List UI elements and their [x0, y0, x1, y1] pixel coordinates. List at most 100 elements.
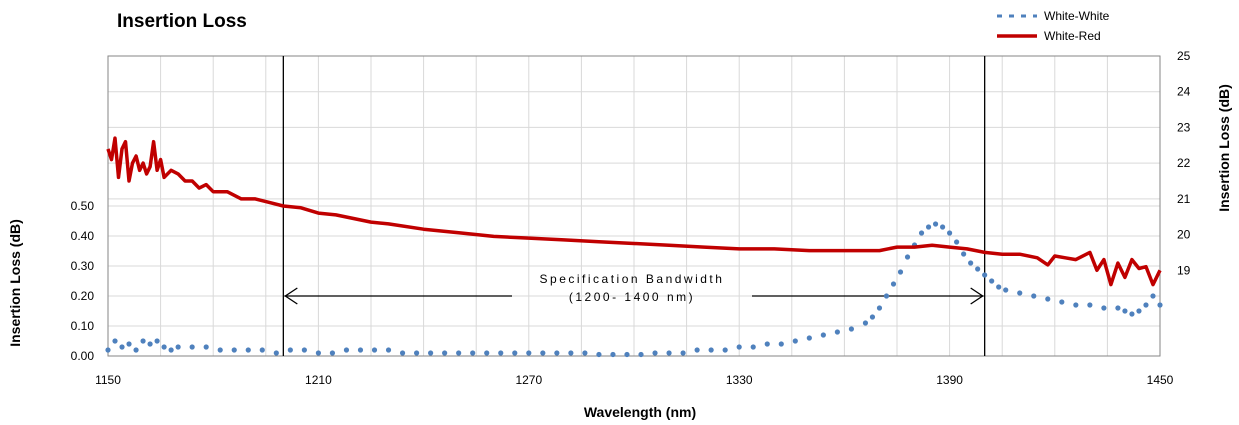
data-point-white-white [512, 350, 518, 356]
data-point-white-white [722, 347, 728, 353]
x-tick-label: 1150 [95, 373, 121, 387]
data-point-white-white [666, 350, 672, 356]
data-point-white-white [834, 329, 840, 335]
y-right-tick-label: 19 [1177, 263, 1191, 277]
data-point-white-white [161, 344, 167, 350]
data-point-white-white [961, 251, 967, 257]
x-tick-label: 1390 [936, 373, 963, 387]
data-point-white-white [203, 344, 209, 350]
annotation-spec-bandwidth: Specification Bandwidth [540, 272, 725, 286]
series-layer [105, 136, 1163, 358]
data-point-white-white [1101, 305, 1107, 311]
specification-bandwidth-markers [282, 56, 986, 356]
data-point-white-white [154, 338, 160, 344]
data-point-white-white [1031, 293, 1037, 299]
data-point-white-white [540, 350, 546, 356]
data-point-white-white [680, 350, 686, 356]
data-point-white-white [245, 347, 251, 353]
data-point-white-white [126, 341, 132, 347]
data-point-white-white [1122, 308, 1128, 314]
data-point-white-white [428, 350, 434, 356]
legend: White-White White-Red [997, 9, 1110, 43]
data-point-white-white [638, 351, 644, 358]
data-point-white-white [119, 344, 125, 350]
data-point-white-white [904, 254, 911, 260]
y-right-tick-label: 23 [1177, 120, 1191, 134]
data-point-white-white [140, 338, 146, 344]
x-tick-label: 1270 [515, 373, 542, 387]
annotation-spec-range: (1200- 1400 nm) [569, 290, 695, 304]
data-point-white-white [848, 326, 855, 332]
data-point-white-white [168, 347, 174, 353]
data-point-white-white [876, 305, 883, 311]
data-point-white-white [996, 284, 1002, 290]
data-point-white-white [175, 344, 181, 350]
data-point-white-white [217, 347, 223, 353]
data-point-white-white [105, 347, 111, 353]
y-axis-title-left: Insertion Loss (dB) [7, 219, 23, 347]
data-point-white-white [925, 224, 932, 230]
data-point-white-white [315, 350, 321, 356]
data-point-white-white [301, 347, 307, 353]
data-point-white-white [806, 335, 812, 341]
data-point-white-white [189, 344, 195, 350]
series-line-white-red [106, 136, 1162, 287]
data-point-white-white [939, 224, 946, 230]
data-point-white-white [1087, 302, 1093, 308]
data-point-white-white [975, 266, 981, 272]
axis-tick-labels: 1150 1210 1270 1330 1390 1450 0.00 0.10 0.20 0.30… [71, 49, 1191, 387]
data-point-white-white [652, 350, 658, 356]
data-point-white-white [1136, 308, 1142, 314]
data-point-white-white [778, 341, 784, 347]
data-point-white-white [147, 341, 153, 347]
data-point-white-white [610, 351, 616, 358]
legend-label-white-red: White-Red [1044, 29, 1101, 43]
y-right-tick-label: 20 [1177, 228, 1191, 242]
data-point-white-white [918, 230, 925, 236]
data-point-white-white [1045, 296, 1051, 302]
data-point-white-white [792, 338, 798, 344]
data-point-white-white [343, 347, 350, 353]
data-point-white-white [1129, 311, 1135, 317]
data-point-white-white [989, 278, 995, 284]
y-left-tick-label: 0.20 [71, 289, 95, 303]
data-point-white-white [484, 350, 490, 356]
data-point-white-white [442, 350, 448, 356]
x-axis-title: Wavelength (nm) [584, 404, 696, 420]
y-left-tick-label: 0.50 [71, 199, 95, 213]
data-point-white-white [1143, 302, 1149, 308]
data-point-white-white [112, 338, 118, 344]
data-point-white-white [1017, 290, 1023, 296]
data-point-white-white [371, 347, 378, 353]
data-point-white-white [399, 350, 406, 356]
y-axis-title-right: Insertion Loss (dB) [1216, 84, 1232, 212]
y-left-tick-label: 0.00 [71, 349, 95, 363]
data-point-white-white [568, 350, 574, 356]
data-point-white-white [413, 350, 420, 356]
x-tick-label: 1330 [726, 373, 753, 387]
y-left-tick-label: 0.30 [71, 259, 95, 273]
y-right-tick-label: 25 [1177, 49, 1191, 63]
data-point-white-white [498, 350, 504, 356]
data-point-white-white [1157, 302, 1163, 308]
data-point-white-white [820, 332, 826, 338]
data-point-white-white [708, 347, 714, 353]
data-point-white-white [694, 347, 700, 353]
plot-area-frame [107, 55, 1161, 357]
data-point-white-white [954, 239, 960, 245]
legend-label-white-white: White-White [1044, 9, 1110, 23]
data-point-white-white [1073, 302, 1079, 308]
y-right-tick-label: 24 [1177, 85, 1191, 99]
data-point-white-white [624, 351, 630, 358]
data-point-white-white [357, 347, 364, 353]
data-point-white-white [1115, 305, 1121, 311]
x-tick-label: 1450 [1147, 373, 1174, 387]
data-point-white-white [329, 350, 336, 356]
data-point-white-white [862, 320, 869, 326]
data-point-white-white [736, 344, 742, 350]
data-point-white-white [869, 314, 876, 320]
data-point-white-white [231, 347, 237, 353]
data-point-white-white [897, 269, 904, 275]
data-point-white-white [750, 344, 756, 350]
